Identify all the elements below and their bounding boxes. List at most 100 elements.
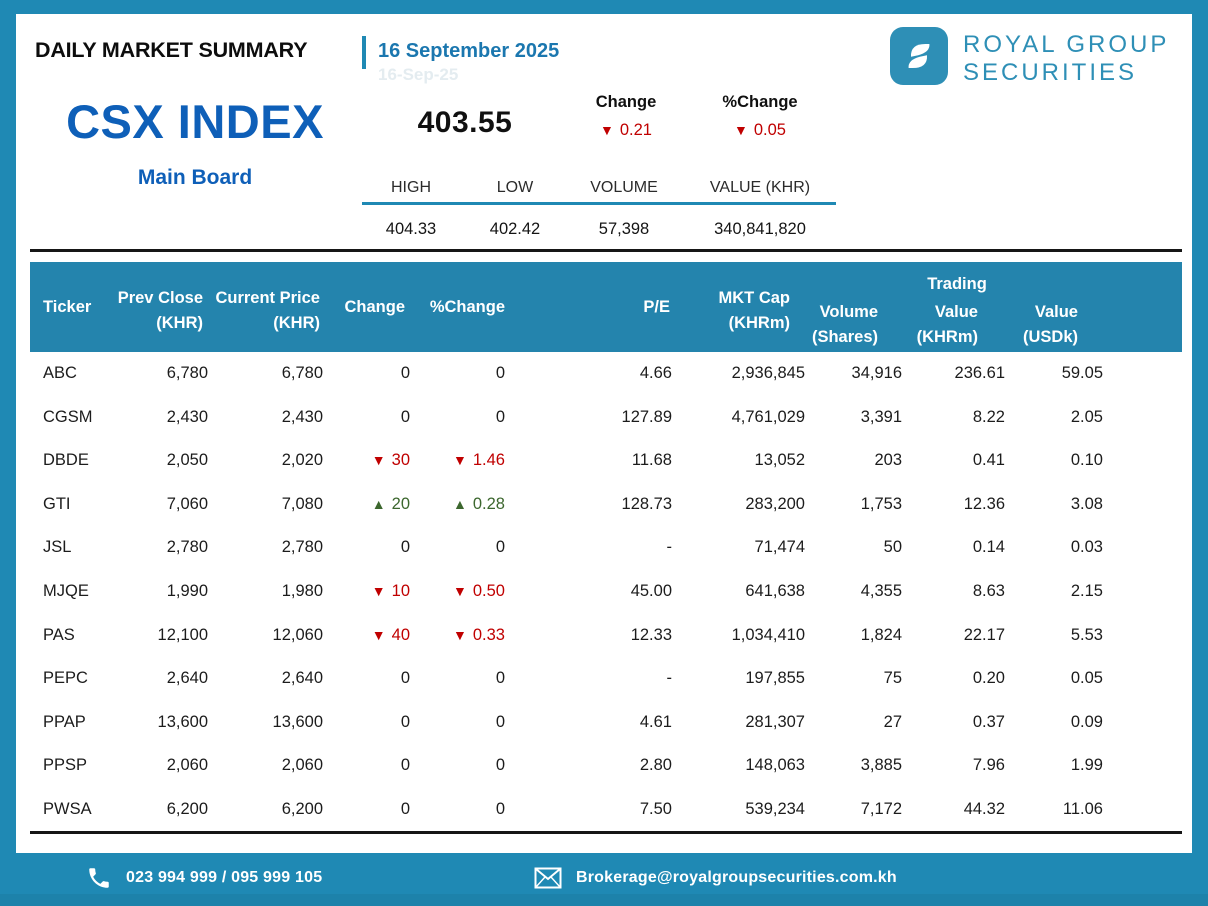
up-arrow-icon: ▲	[453, 495, 467, 512]
cell-prev-close: 12,100	[157, 625, 208, 644]
footer-phone-text: 023 994 999 / 095 999 105	[126, 869, 323, 886]
down-arrow-icon: ▼	[453, 583, 467, 599]
col-header-value-usdk: Value (USDk)	[1023, 300, 1078, 350]
cell-pct-change: ▼ 0.33	[410, 626, 505, 645]
cell-value-khrm: 22.17	[963, 625, 1005, 644]
index-board-label: Main Board	[137, 166, 253, 189]
cell-ticker: PWSA	[43, 799, 92, 818]
cell-prev-close: 2,640	[166, 669, 208, 688]
cell-value-khrm: 0.37	[972, 712, 1005, 731]
table-row: ABC 6,780 6,780 0 0 4.66 2,936,845 34,916 236.61…	[30, 352, 1182, 396]
cell-mkt-cap: 13,052	[754, 451, 805, 470]
change-number: 10	[391, 582, 410, 600]
cell-pct-change: 0	[495, 756, 505, 775]
cell-value-khrm: 12.36	[963, 494, 1005, 513]
cell-ticker: PEPC	[43, 669, 88, 688]
cell-current-price: 7,080	[281, 494, 323, 513]
cell-value-usdk: 0.05	[1070, 669, 1103, 688]
cell-pct-change: ▲ 0.28	[410, 495, 505, 514]
cell-mkt-cap: 539,234	[745, 799, 805, 818]
brand-mark-icon	[908, 44, 930, 68]
cell-value-usdk: 3.08	[1070, 494, 1103, 513]
cell-volume: 3,885	[860, 756, 902, 775]
stat-label: HIGH	[391, 179, 431, 196]
cell-pe: 4.66	[639, 364, 672, 383]
cell-value-khrm: 8.63	[972, 582, 1005, 600]
cell-volume: 1,824	[860, 625, 902, 644]
cell-change: 0	[400, 669, 410, 688]
cell-pe: 128.73	[621, 494, 672, 513]
table-top-rule	[30, 249, 1182, 252]
cell-current-price: 2,430	[281, 407, 323, 426]
stat-label: LOW	[496, 179, 534, 196]
cell-current-price: 12,060	[272, 625, 323, 644]
cell-pct-change: 0	[495, 364, 505, 383]
cell-current-price: 2,640	[281, 669, 323, 688]
cell-volume: 1,753	[860, 494, 902, 513]
cell-ticker: PPSP	[43, 756, 88, 775]
cell-mkt-cap: 2,936,845	[731, 364, 805, 383]
cell-value-usdk: 11.06	[1062, 799, 1103, 818]
cell-pe: -	[666, 538, 673, 557]
col-header-volume-line2: (Shares)	[811, 328, 878, 346]
change-number: 30	[391, 451, 410, 470]
cell-mkt-cap: 4,761,029	[731, 407, 805, 426]
table-header: Ticker Prev Close (KHR) Current Price (K…	[30, 262, 1182, 352]
footer-phone: 023 994 999 / 095 999 105	[86, 862, 322, 894]
col-header-mkt-cap-line1: MKT Cap	[718, 289, 791, 307]
change-number: 20	[391, 494, 410, 513]
cell-value-khrm: 44.32	[963, 799, 1005, 818]
col-header-pct-change: %Change	[429, 298, 505, 316]
cell-pct-change: 0	[495, 407, 505, 426]
cell-pe: -	[666, 669, 673, 688]
col-header-value-usdk-line2: (USDk)	[1022, 328, 1078, 346]
cell-value-khrm: 0.20	[972, 669, 1005, 688]
cell-prev-close: 6,200	[166, 799, 208, 818]
brand-logo-icon	[890, 27, 948, 85]
down-arrow-icon: ▼	[600, 122, 614, 138]
cell-value-usdk: 1.99	[1070, 756, 1103, 775]
cell-pct-change: ▼ 1.46	[410, 451, 505, 470]
cell-value-usdk: 0.09	[1070, 712, 1103, 731]
index-pct-change-value: ▼ 0.05	[700, 121, 820, 140]
col-header-mkt-cap: MKT Cap (KHRm)	[719, 286, 791, 336]
table-body: ABC 6,780 6,780 0 0 4.66 2,936,845 34,916 236.61…	[30, 352, 1182, 831]
cell-pct-change: 0	[495, 712, 505, 731]
stat-value: 404.33	[385, 220, 437, 238]
cell-current-price: 2,780	[281, 538, 323, 557]
col-header-value-khrm: Value (KHRm)	[917, 300, 978, 350]
footer-seam	[0, 894, 1208, 906]
cell-value-khrm: 0.14	[972, 538, 1005, 557]
col-header-value-khrm-line2: (KHRm)	[916, 328, 978, 346]
col-header-volume-line1: Volume	[819, 303, 878, 321]
table-row: CGSM 2,430 2,430 0 0 127.89 4,761,029 3,391 8.22…	[30, 396, 1182, 440]
footer-email: Brokerage@royalgroupsecurities.com.kh	[534, 862, 897, 894]
cell-pe: 4.61	[639, 712, 672, 731]
cell-pe: 2.80	[639, 756, 672, 775]
cell-ticker: PAS	[43, 625, 75, 644]
report-date-ghost: 16-Sep-25	[378, 65, 459, 84]
brand-name-line1: ROYAL GROUP	[963, 31, 1170, 58]
cell-change: 0	[400, 712, 410, 731]
stat-value: 340,841,820	[714, 220, 806, 238]
cell-change: 0	[400, 799, 410, 818]
cell-change: 0	[400, 364, 410, 383]
table-row: PWSA 6,200 6,200 0 0 7.50 539,234 7,172 44.32 11.…	[30, 787, 1182, 831]
cell-ticker: ABC	[43, 364, 77, 383]
cell-ticker: PPAP	[43, 712, 86, 731]
cell-prev-close: 1,990	[166, 582, 208, 600]
stat-value: 402.42	[489, 220, 541, 238]
cell-prev-close: 2,780	[166, 538, 208, 557]
brand-name-line2: SECURITIES	[963, 59, 1138, 86]
cell-prev-close: 13,600	[157, 712, 208, 731]
cell-value-khrm: 8.22	[972, 407, 1005, 426]
index-pct-change-number: 0.05	[753, 121, 786, 139]
cell-volume: 75	[883, 669, 902, 688]
cell-ticker: MJQE	[43, 582, 89, 600]
cell-ticker: GTI	[43, 494, 71, 513]
col-header-value-khrm-line1: Value	[934, 303, 978, 321]
cell-volume: 3,391	[860, 407, 902, 426]
cell-change: 0	[400, 756, 410, 775]
cell-current-price: 13,600	[272, 712, 323, 731]
date-divider	[362, 36, 366, 69]
